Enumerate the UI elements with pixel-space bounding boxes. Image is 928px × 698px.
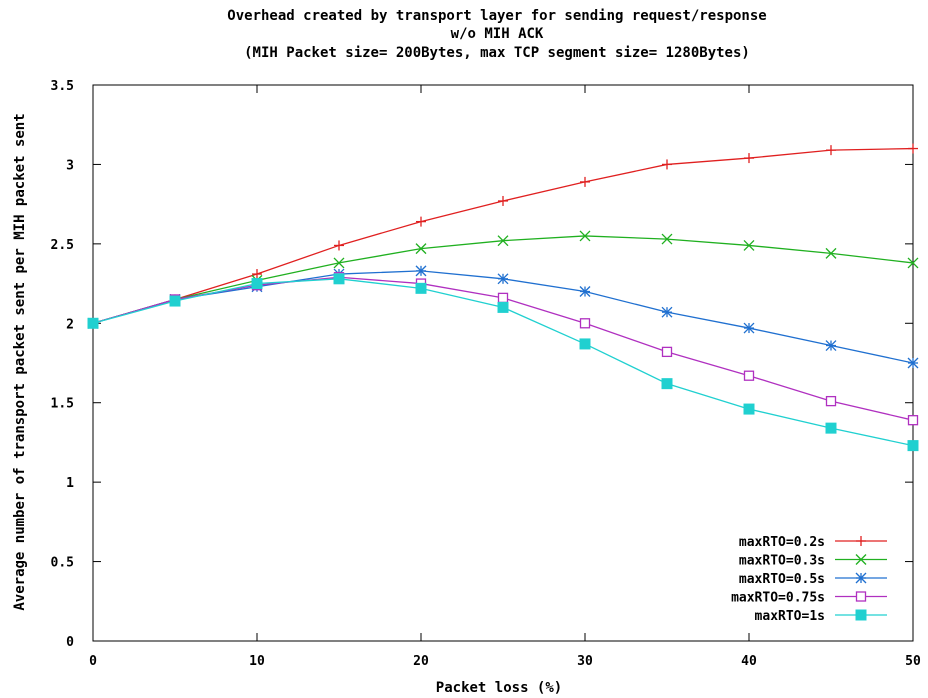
data-point xyxy=(579,318,591,329)
chart-title-line-2: w/o MIH ACK xyxy=(451,26,544,42)
data-point xyxy=(661,233,673,245)
data-point xyxy=(907,415,919,426)
data-point xyxy=(825,247,837,259)
legend-label: maxRTO=0.5s xyxy=(739,572,825,587)
x-tick-label: 50 xyxy=(905,654,921,669)
legend: maxRTO=0.2s maxRTO=0.3s maxRTO=0.5s maxRTO=… xyxy=(731,535,887,624)
data-point xyxy=(825,422,837,434)
data-point xyxy=(661,346,673,358)
data-point xyxy=(579,338,591,350)
y-tick-label: 0.5 xyxy=(51,556,74,571)
x-tick-label: 40 xyxy=(741,654,757,669)
data-point xyxy=(251,278,263,290)
data-point xyxy=(415,282,427,294)
data-point xyxy=(579,286,591,297)
chart-title-line-3: (MIH Packet size= 200Bytes, max TCP segm… xyxy=(244,45,750,61)
data-point xyxy=(661,306,673,318)
data-point xyxy=(333,273,345,285)
y-tick-label: 1.5 xyxy=(51,397,74,412)
x-tick-label: 0 xyxy=(89,654,97,669)
y-tick-label: 2 xyxy=(66,317,74,332)
legend-label: maxRTO=0.3s xyxy=(739,554,825,569)
data-point xyxy=(743,239,755,251)
data-point xyxy=(497,292,509,304)
legend-label: maxRTO=0.2s xyxy=(739,535,825,550)
data-point xyxy=(826,145,836,156)
data-point xyxy=(497,235,509,247)
data-point xyxy=(497,301,509,313)
data-point xyxy=(907,440,919,452)
data-point xyxy=(825,340,837,351)
data-point xyxy=(579,230,591,242)
data-point xyxy=(907,257,919,269)
legend-label: maxRTO=0.75s xyxy=(731,591,825,606)
axis-ticks: 0 0.5 1 1.5 2 2.5 3 3.5 0 10 20 30 40 50 xyxy=(51,79,921,669)
data-point xyxy=(744,153,754,164)
x-tick-label: 30 xyxy=(577,654,593,669)
data-point xyxy=(908,143,918,154)
data-point xyxy=(416,216,426,227)
y-tick-label: 0 xyxy=(66,635,74,650)
series-layer xyxy=(87,143,919,452)
data-point xyxy=(825,395,837,407)
data-point xyxy=(498,195,508,206)
data-point xyxy=(743,322,755,334)
chart-title-line-1: Overhead created by transport layer for … xyxy=(227,8,766,24)
y-tick-label: 1 xyxy=(66,476,74,491)
y-tick-label: 3 xyxy=(66,158,74,173)
legend-label: maxRTO=1s xyxy=(755,609,825,624)
series-3 xyxy=(87,265,919,369)
data-point xyxy=(334,240,344,251)
data-point xyxy=(743,403,755,415)
series-line xyxy=(92,270,914,364)
data-point xyxy=(856,536,866,546)
y-axis-label: Average number of transport packet sent … xyxy=(12,113,28,610)
data-point xyxy=(855,554,867,565)
data-point xyxy=(855,609,867,621)
data-point xyxy=(497,273,509,285)
series-4 xyxy=(87,272,919,426)
data-point xyxy=(252,269,262,280)
x-tick-label: 20 xyxy=(413,654,429,669)
data-point xyxy=(415,265,427,277)
data-point xyxy=(661,378,673,390)
y-tick-label: 2.5 xyxy=(51,238,74,253)
y-tick-label: 3.5 xyxy=(51,79,74,94)
data-point xyxy=(855,572,867,584)
data-point xyxy=(662,159,672,170)
data-point xyxy=(415,243,427,255)
data-point xyxy=(87,317,99,329)
x-tick-label: 10 xyxy=(249,654,265,669)
data-point xyxy=(855,591,867,602)
data-point xyxy=(580,176,590,187)
data-point xyxy=(169,295,181,307)
data-point xyxy=(907,357,919,369)
data-point xyxy=(333,257,345,269)
data-point xyxy=(743,370,755,381)
series-5 xyxy=(87,273,919,452)
x-axis-label: Packet loss (%) xyxy=(436,680,562,696)
